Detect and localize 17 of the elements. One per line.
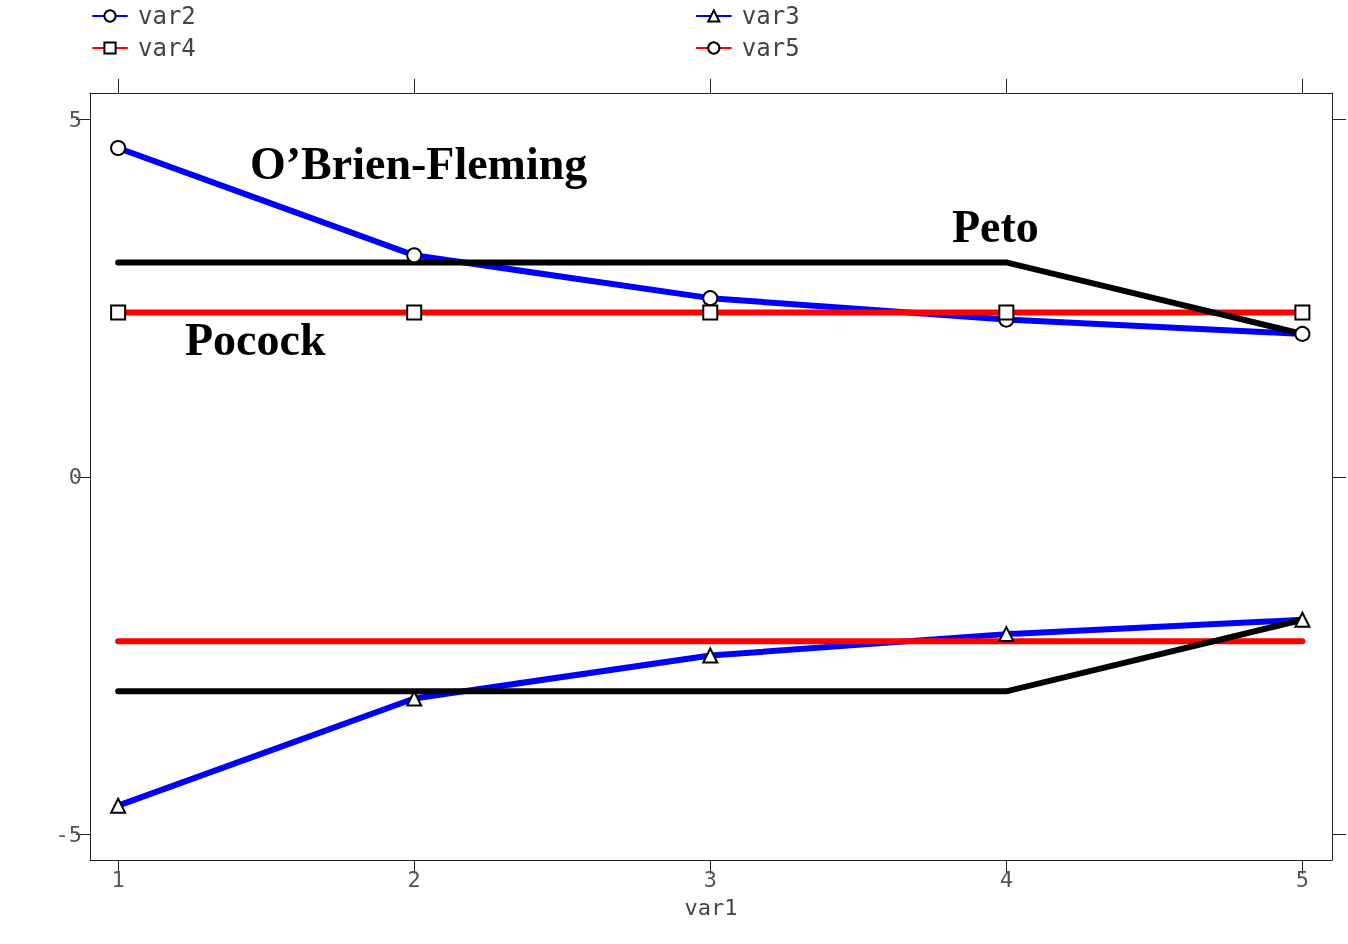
- x-tick-label: 5: [1295, 866, 1310, 892]
- point: [1294, 325, 1311, 342]
- y-tick-label: 5: [68, 106, 82, 132]
- x-axis-title: var1: [684, 894, 738, 920]
- annotation: O’Brien-Fleming: [250, 137, 588, 189]
- legend-label: var4: [138, 34, 196, 62]
- y-tick-label: 0: [68, 464, 82, 490]
- legend-label: var3: [741, 2, 800, 30]
- legend-label: var2: [138, 2, 196, 30]
- legend-label: var5: [741, 34, 800, 62]
- x-tick-label: 2: [407, 866, 421, 892]
- x-tick-label: 4: [999, 866, 1013, 892]
- y-tick-label: -5: [55, 821, 82, 847]
- annotation: Peto: [952, 200, 1039, 252]
- x-tick-label: 1: [111, 866, 125, 892]
- annotation: Pocock: [185, 313, 326, 365]
- x-tick-label: 3: [703, 866, 717, 892]
